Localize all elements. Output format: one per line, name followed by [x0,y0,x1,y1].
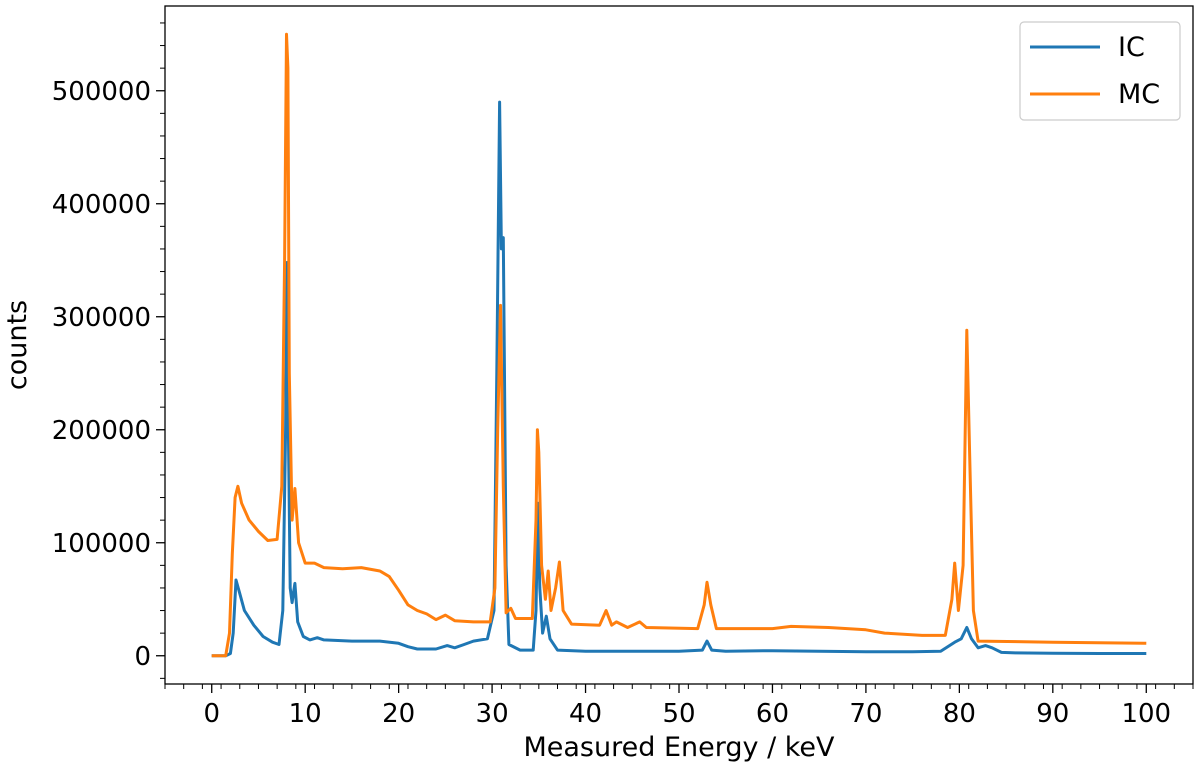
y-tick-label: 500000 [52,77,151,107]
x-tick-label: 20 [382,699,415,729]
x-tick-label: 70 [849,699,882,729]
x-tick-label: 50 [662,699,695,729]
x-axis-label: Measured Energy / keV [523,732,835,763]
y-axis-label: counts [2,300,33,390]
x-tick-label: 40 [569,699,602,729]
y-tick-label: 300000 [52,303,151,333]
x-tick-label: 60 [756,699,789,729]
y-tick-label: 200000 [52,416,151,446]
legend-label-ic: IC [1118,32,1145,63]
x-tick-label: 0 [203,699,220,729]
x-tick-label: 30 [476,699,509,729]
x-tick-label: 10 [289,699,322,729]
x-tick-label: 90 [1036,699,1069,729]
y-tick-label: 0 [134,642,151,672]
series-layer [211,32,1147,658]
y-axis: 0 100000 200000 300000 400000 500000 [52,22,165,679]
y-tick-label: 100000 [52,529,151,559]
legend: IC MC [1019,21,1181,121]
legend-label-mc: MC [1118,79,1160,110]
x-tick-label: 80 [943,699,976,729]
y-tick-label: 400000 [52,190,151,220]
series-line-mc [211,32,1147,658]
x-tick-label: 100 [1121,699,1171,729]
x-axis: 0 10 20 30 40 50 60 70 80 90 100 [164,684,1194,729]
series-line-ic [211,100,1147,658]
